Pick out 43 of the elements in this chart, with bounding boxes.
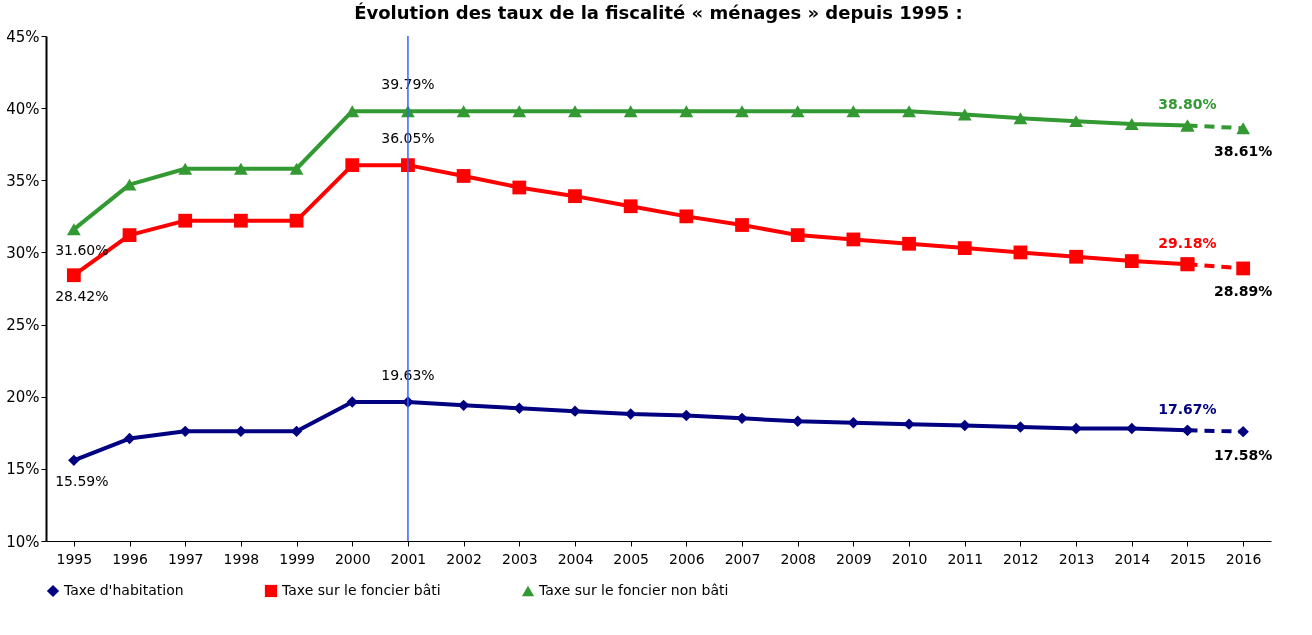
x-tick-label: 2001 — [390, 550, 427, 567]
x-tick-label: 2003 — [501, 550, 538, 567]
x-tick-label: 2008 — [780, 550, 817, 567]
x-tick-label: 1995 — [56, 550, 93, 567]
x-tick-label: 2005 — [613, 550, 649, 567]
x-tick-label: 2015 — [1170, 550, 1206, 567]
data-label: 38.80% — [1158, 96, 1217, 113]
y-tick-label: 40% — [6, 99, 40, 118]
y-tick-label: 10% — [6, 532, 40, 551]
y-tick-label: 20% — [6, 388, 40, 407]
data-label: 28.89% — [1214, 283, 1273, 300]
x-tick-label: 2007 — [724, 550, 761, 567]
x-tick-label: 2004 — [557, 550, 594, 567]
chart-title: Évolution des taux de la fiscalité « ménages » depuis 1995 : — [354, 2, 963, 23]
x-tick-label: 2016 — [1225, 550, 1262, 567]
x-tick-label: 2009 — [836, 550, 872, 567]
data-label: 31.60% — [55, 242, 109, 259]
legend-label: Taxe sur le foncier non bâti — [538, 582, 729, 598]
x-tick-label: 1999 — [279, 550, 315, 567]
x-tick-label: 2000 — [334, 550, 371, 567]
x-tick-label: 1997 — [167, 550, 204, 567]
x-tick-label: 2014 — [1114, 550, 1151, 567]
data-label: 38.61% — [1214, 143, 1273, 160]
x-tick-label: 2002 — [446, 550, 482, 567]
y-tick-label: 35% — [6, 171, 40, 190]
y-tick-label: 45% — [6, 27, 40, 46]
x-tick-label: 2006 — [669, 550, 705, 567]
data-label: 17.58% — [1214, 446, 1273, 463]
data-label: 15.59% — [55, 473, 109, 490]
y-tick-label: 25% — [6, 316, 40, 335]
x-tick-label: 1998 — [223, 550, 260, 567]
data-label: 17.67% — [1158, 401, 1217, 418]
legend-label: Taxe sur le foncier bâti — [281, 582, 441, 598]
x-tick-label: 2010 — [891, 550, 928, 567]
data-label: 28.42% — [55, 288, 109, 305]
y-tick-label: 15% — [6, 460, 40, 479]
legend-label: Taxe d'habitation — [63, 582, 184, 598]
data-label: 29.18% — [1158, 235, 1217, 252]
x-tick-label: 2011 — [947, 550, 984, 567]
y-tick-label: 30% — [6, 243, 40, 262]
x-tick-label: 2012 — [1003, 550, 1039, 567]
x-tick-label: 2013 — [1058, 550, 1095, 567]
x-tick-label: 1996 — [112, 550, 148, 567]
